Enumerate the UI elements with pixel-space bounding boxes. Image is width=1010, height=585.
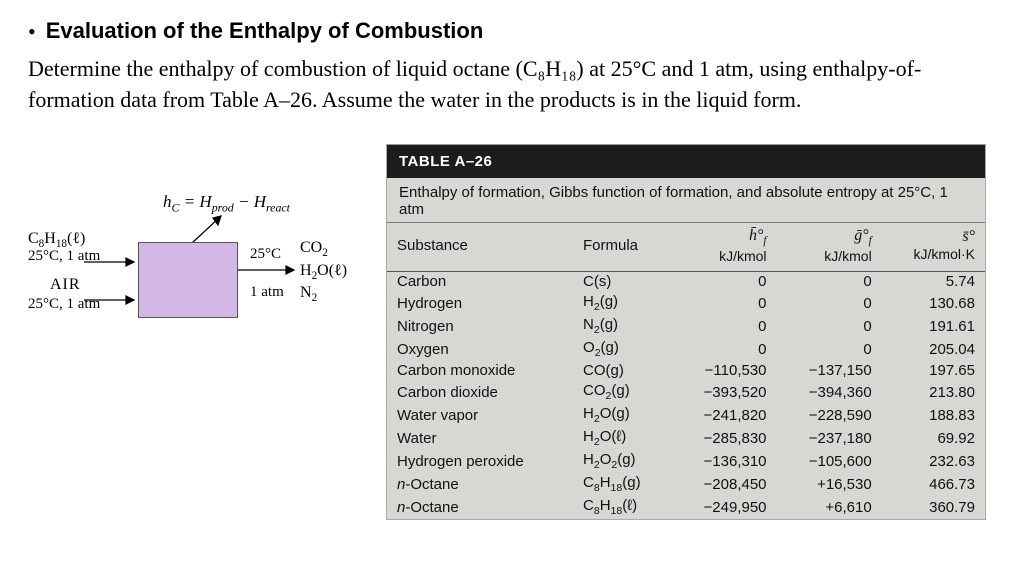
cell-s: 188.83 — [882, 404, 985, 427]
cell-formula: H2O(g) — [573, 404, 671, 427]
col-s: s̄° kJ/kmol·K — [882, 223, 985, 271]
cell-substance: Oxygen — [387, 338, 573, 361]
cell-s: 5.74 — [882, 271, 985, 292]
cell-hf: 0 — [671, 292, 776, 315]
cell-substance: Carbon monoxide — [387, 361, 573, 381]
out-prod-n2: N2 — [300, 283, 347, 305]
cell-hf: −208,450 — [671, 473, 776, 496]
cell-hf: −285,830 — [671, 427, 776, 450]
cell-formula: CO2(g) — [573, 381, 671, 404]
cell-formula: H2(g) — [573, 292, 671, 315]
table-row: Carbon dioxideCO2(g)−393,520−394,360213.… — [387, 381, 985, 404]
cell-substance: Water vapor — [387, 404, 573, 427]
cell-gf: 0 — [777, 292, 882, 315]
cell-substance: Hydrogen peroxide — [387, 450, 573, 473]
problem-paragraph: Determine the enthalpy of combustion of … — [28, 53, 982, 117]
out-temp-label: 25°C — [250, 246, 281, 263]
cell-gf: 0 — [777, 271, 882, 292]
table-title: TABLE A–26 — [387, 145, 985, 178]
cell-gf: −394,360 — [777, 381, 882, 404]
cell-s: 213.80 — [882, 381, 985, 404]
cell-substance: Water — [387, 427, 573, 450]
table-row: WaterH2O(ℓ)−285,830−237,18069.92 — [387, 427, 985, 450]
table-row: HydrogenH2(g)00130.68 — [387, 292, 985, 315]
out-products: CO2 H2O(ℓ) N2 — [300, 238, 347, 305]
cell-substance: Carbon dioxide — [387, 381, 573, 404]
cell-formula: O2(g) — [573, 338, 671, 361]
combustion-box — [138, 242, 238, 318]
cell-s: 191.61 — [882, 315, 985, 338]
table-row: NitrogenN2(g)00191.61 — [387, 315, 985, 338]
cell-substance: n-Octane — [387, 473, 573, 496]
cell-hf: −249,950 — [671, 496, 776, 519]
out-pressure-label: 1 atm — [250, 284, 284, 301]
cell-s: 232.63 — [882, 450, 985, 473]
table-a26: TABLE A–26 Enthalpy of formation, Gibbs … — [386, 144, 986, 519]
table-row: OxygenO2(g)00205.04 — [387, 338, 985, 361]
cell-hf: −136,310 — [671, 450, 776, 473]
cell-s: 130.68 — [882, 292, 985, 315]
out-prod-h2o: H2O(ℓ) — [300, 261, 347, 283]
cell-gf: 0 — [777, 338, 882, 361]
cell-gf: −228,590 — [777, 404, 882, 427]
cell-formula: C8H18(ℓ) — [573, 496, 671, 519]
cell-hf: −110,530 — [671, 361, 776, 381]
out-prod-co2: CO2 — [300, 238, 347, 260]
cell-s: 205.04 — [882, 338, 985, 361]
cell-s: 466.73 — [882, 473, 985, 496]
col-gf: ḡ°f kJ/kmol — [777, 223, 882, 271]
cell-gf: 0 — [777, 315, 882, 338]
col-substance: Substance — [387, 223, 573, 271]
air-label: AIR — [50, 276, 81, 294]
table-row: n-OctaneC8H18(g)−208,450+16,530466.73 — [387, 473, 985, 496]
cell-gf: +16,530 — [777, 473, 882, 496]
cell-formula: H2O2(g) — [573, 450, 671, 473]
cell-gf: −105,600 — [777, 450, 882, 473]
section-title: Evaluation of the Enthalpy of Combustion — [46, 18, 484, 44]
cell-substance: Carbon — [387, 271, 573, 292]
cell-hf: −241,820 — [671, 404, 776, 427]
table-header: Substance Formula h̄°f kJ/kmol ḡ°f kJ/km… — [387, 223, 985, 271]
combustion-diagram: hC = Hprod − Hreact C8H18(ℓ) 25°C, 1 atm… — [28, 184, 368, 354]
cell-gf: +6,610 — [777, 496, 882, 519]
cell-formula: N2(g) — [573, 315, 671, 338]
cell-hf: −393,520 — [671, 381, 776, 404]
table-row: Water vaporH2O(g)−241,820−228,590188.83 — [387, 404, 985, 427]
table-row: CarbonC(s)005.74 — [387, 271, 985, 292]
cell-formula: CO(g) — [573, 361, 671, 381]
cell-s: 197.65 — [882, 361, 985, 381]
cell-s: 360.79 — [882, 496, 985, 519]
cell-hf: 0 — [671, 315, 776, 338]
table-row: n-OctaneC8H18(ℓ)−249,950+6,610360.79 — [387, 496, 985, 519]
col-formula: Formula — [573, 223, 671, 271]
cell-formula: C8H18(g) — [573, 473, 671, 496]
table-caption: Enthalpy of formation, Gibbs function of… — [387, 178, 985, 223]
cell-hf: 0 — [671, 271, 776, 292]
table-row: Carbon monoxideCO(g)−110,530−137,150197.… — [387, 361, 985, 381]
cell-substance: n-Octane — [387, 496, 573, 519]
cell-gf: −137,150 — [777, 361, 882, 381]
table-body: CarbonC(s)005.74HydrogenH2(g)00130.68Nit… — [387, 271, 985, 519]
table-row: Hydrogen peroxideH2O2(g)−136,310−105,600… — [387, 450, 985, 473]
cell-formula: H2O(ℓ) — [573, 427, 671, 450]
cell-substance: Hydrogen — [387, 292, 573, 315]
cell-s: 69.92 — [882, 427, 985, 450]
bullet-icon: • — [28, 18, 36, 47]
col-hf: h̄°f kJ/kmol — [671, 223, 776, 271]
cell-formula: C(s) — [573, 271, 671, 292]
cell-gf: −237,180 — [777, 427, 882, 450]
cell-substance: Nitrogen — [387, 315, 573, 338]
cell-hf: 0 — [671, 338, 776, 361]
